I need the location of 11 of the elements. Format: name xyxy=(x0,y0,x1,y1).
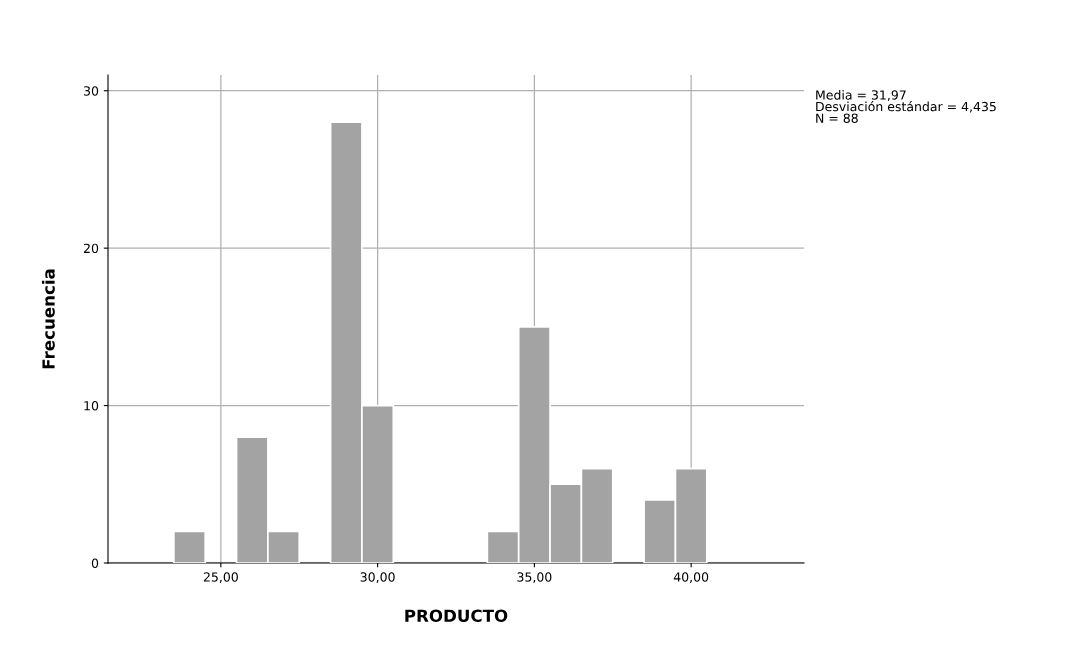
x-tick-label: 35,00 xyxy=(517,572,552,583)
x-tick-label: 40,00 xyxy=(673,572,709,583)
y-tick-label: 30 xyxy=(84,86,99,96)
y-tick-label: 0 xyxy=(91,558,99,568)
x-tick-label: 30,00 xyxy=(360,572,395,583)
y-tick-label: 20 xyxy=(83,243,99,254)
x-axis-title: PRODUCTO xyxy=(405,609,508,623)
y-tick-label: 10 xyxy=(84,401,99,411)
text: Media = 31,97 Desviación estándar = 4,435 N = 88 xyxy=(816,90,996,123)
x-tick-label: 25,00 xyxy=(203,572,238,583)
y-axis-title: Frecuencia xyxy=(41,269,55,369)
